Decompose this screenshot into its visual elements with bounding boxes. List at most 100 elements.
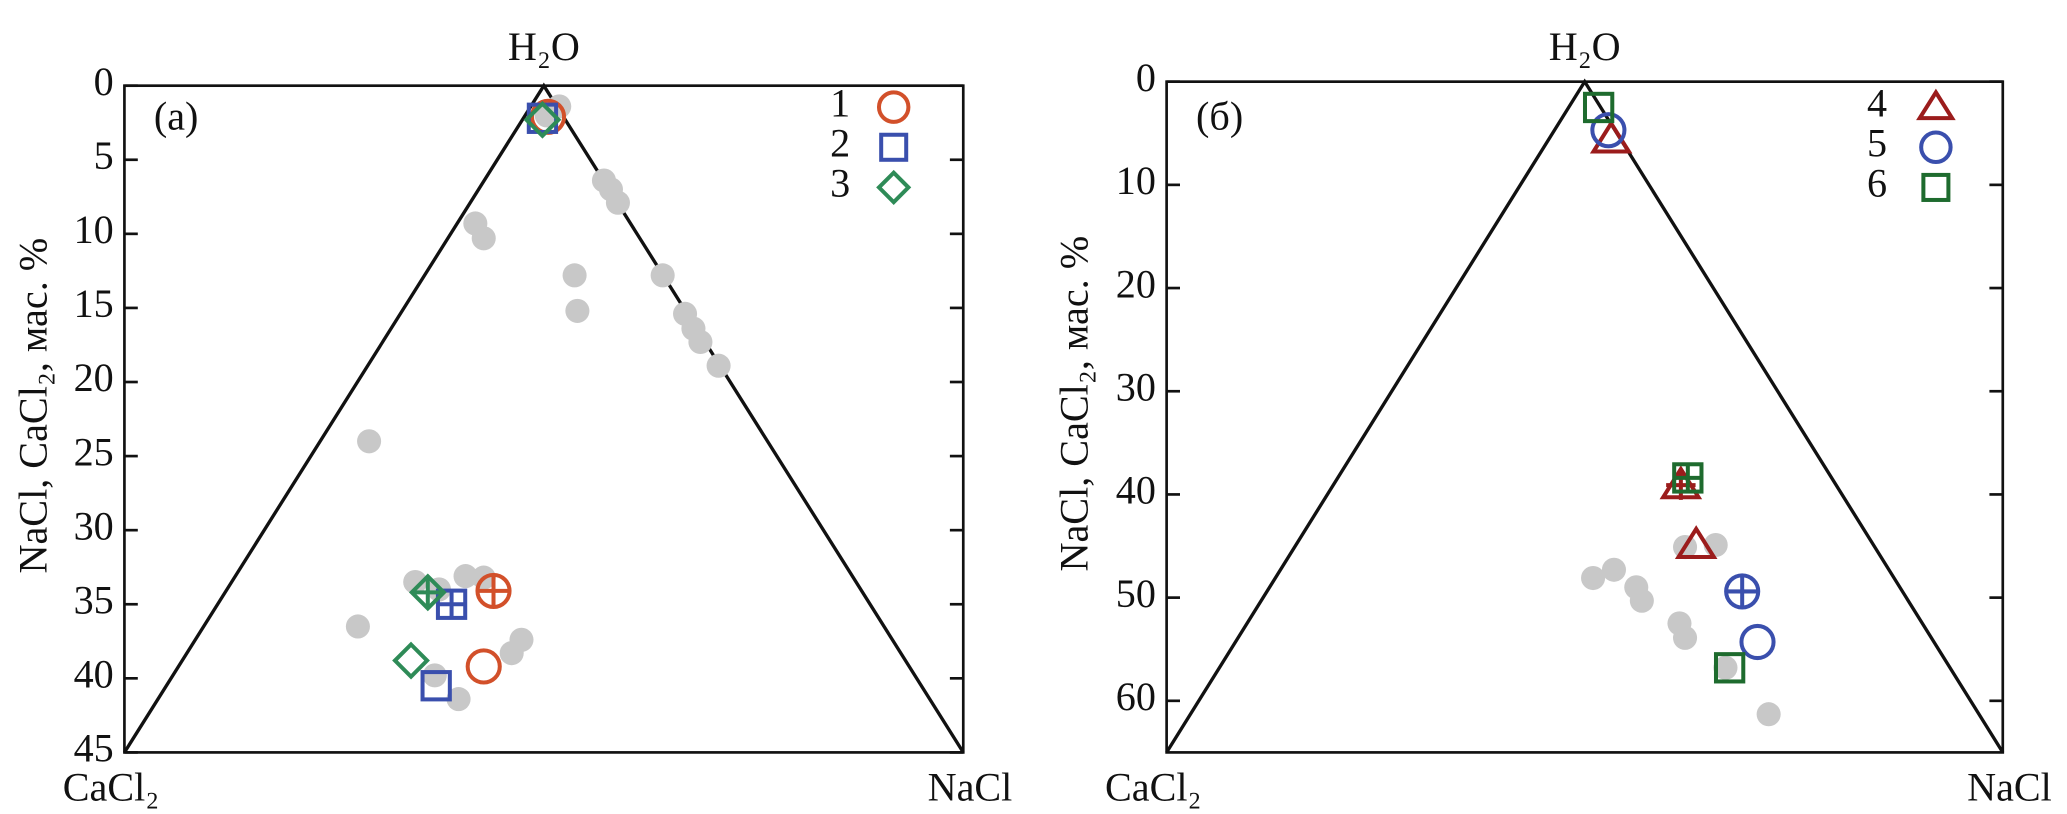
data-point <box>465 648 502 685</box>
corner-label: CaCl₂ <box>63 764 159 809</box>
data-point <box>1601 557 1627 582</box>
y-tick-label: 10 <box>74 207 114 252</box>
legend-label: 3 <box>830 161 850 206</box>
data-point <box>1590 112 1627 149</box>
data-point <box>408 573 447 612</box>
apex-label: H₂O <box>508 24 580 69</box>
point-square <box>1713 652 1746 684</box>
point-dot <box>1756 702 1781 727</box>
data-point <box>1672 462 1704 494</box>
data-point <box>688 329 713 355</box>
legend-marker <box>879 132 909 162</box>
point-dot <box>422 663 447 688</box>
point-triangle <box>1589 119 1633 154</box>
data-point <box>1672 625 1698 650</box>
point-circle <box>876 90 911 124</box>
legend-label: 2 <box>830 120 850 165</box>
point-square <box>1921 172 1951 202</box>
point-dot <box>453 564 478 589</box>
point-dot <box>605 190 630 215</box>
point-dot <box>650 263 675 288</box>
data-point <box>1756 702 1781 727</box>
data-point <box>1739 623 1776 661</box>
data-point <box>420 670 452 702</box>
data-point <box>523 100 562 139</box>
y-tick-label: 40 <box>74 652 114 697</box>
data-point <box>1589 119 1633 154</box>
point-triangle <box>1674 525 1718 560</box>
y-tick-label: 15 <box>74 281 114 326</box>
data-point <box>357 429 382 454</box>
y-tick-label: 30 <box>74 503 114 548</box>
point-dot <box>446 687 471 712</box>
data-point <box>446 687 471 712</box>
data-point <box>1713 655 1738 680</box>
point-diamond <box>392 641 430 680</box>
legend-marker <box>1919 130 1953 165</box>
y-tick-label: 20 <box>74 355 114 400</box>
point-dot <box>1629 588 1654 613</box>
corner-label: NaCl <box>1967 764 2052 809</box>
y-tick-label: 30 <box>1116 364 1156 409</box>
y-axis-title: NaCl, CaCl₂, мас. % <box>11 238 56 574</box>
point-dot <box>565 298 590 323</box>
data-point <box>650 263 675 288</box>
point-dot <box>1713 655 1738 680</box>
y-tick-label: 0 <box>94 59 114 104</box>
point-square <box>1582 91 1615 124</box>
point-circle <box>475 572 512 609</box>
point-dot <box>403 569 428 595</box>
point-dot <box>688 329 713 355</box>
data-point <box>534 103 559 128</box>
data-point <box>509 627 534 652</box>
legend-marker <box>1921 172 1951 202</box>
point-dot <box>706 353 731 378</box>
point-circle <box>1739 623 1776 661</box>
y-tick-label: 25 <box>74 429 114 474</box>
point-diamond <box>876 169 912 206</box>
data-point <box>1659 465 1703 500</box>
point-dot <box>509 627 534 652</box>
y-tick-label: 40 <box>1116 468 1156 513</box>
data-point <box>1581 565 1606 591</box>
corner-label: CaCl₂ <box>1105 764 1201 809</box>
y-tick-label: 10 <box>1116 158 1156 203</box>
panel-label: (a) <box>154 94 199 139</box>
data-point <box>565 298 590 323</box>
legend-label: 4 <box>1867 80 1887 125</box>
data-point <box>345 614 370 639</box>
y-tick-label: 60 <box>1116 674 1156 719</box>
point-square <box>879 132 909 162</box>
data-point <box>605 190 630 215</box>
point-dot <box>1581 565 1606 591</box>
data-point <box>1674 525 1718 560</box>
legend-marker <box>876 169 912 206</box>
data-point <box>562 263 587 288</box>
legend-marker <box>876 90 911 124</box>
ternary-triangle <box>123 82 965 754</box>
point-diamond <box>408 573 447 612</box>
data-point <box>422 663 447 688</box>
y-tick-label: 45 <box>74 726 114 771</box>
point-triangle <box>1916 88 1956 121</box>
point-dot <box>345 614 370 639</box>
y-tick-label: 35 <box>74 577 114 622</box>
point-dot <box>1601 557 1627 582</box>
y-tick-label: 20 <box>1116 261 1156 306</box>
data-point <box>435 588 468 620</box>
point-diamond <box>523 100 562 139</box>
legend-label: 6 <box>1867 161 1887 206</box>
point-square <box>420 670 452 702</box>
point-dot <box>1672 625 1698 650</box>
corner-label: NaCl <box>928 764 1013 809</box>
legend-label: 5 <box>1867 120 1887 165</box>
data-point <box>1629 588 1654 613</box>
data-point <box>706 353 731 378</box>
data-point <box>475 572 512 609</box>
legend-label: 1 <box>830 80 850 125</box>
point-circle <box>1590 112 1627 149</box>
y-tick-label: 50 <box>1116 571 1156 616</box>
data-point <box>403 569 428 595</box>
